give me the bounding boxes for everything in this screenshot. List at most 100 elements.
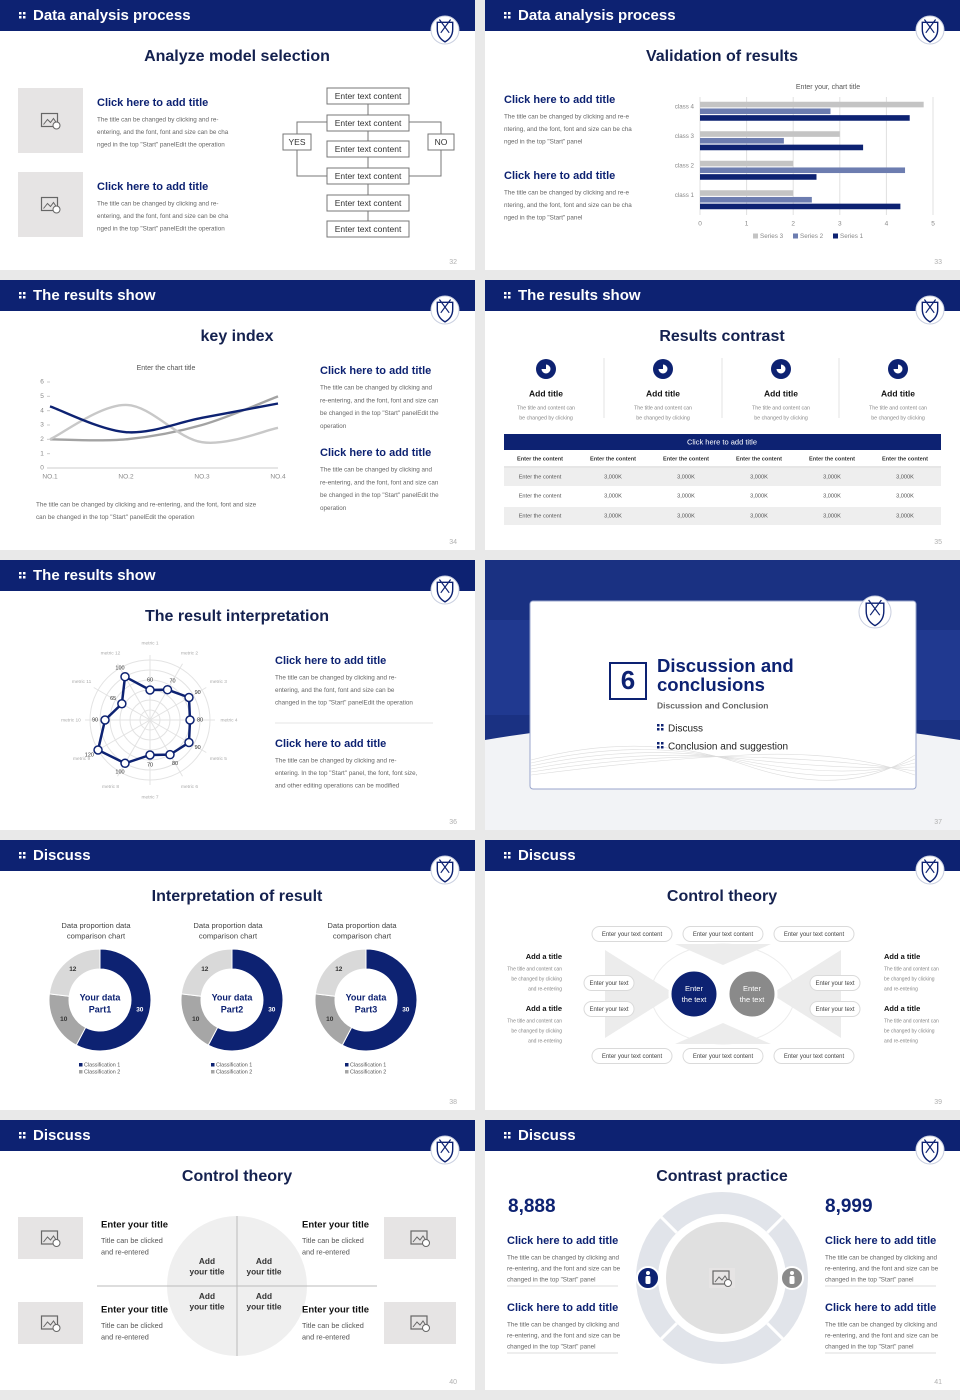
text: 3,000K: [896, 493, 914, 499]
text: Enter your text content: [784, 1054, 845, 1060]
text: be changed by clicking: [871, 415, 925, 421]
header-bar: [0, 840, 475, 871]
bar: [700, 190, 794, 196]
text: re-entering, and the font and size can b…: [825, 1333, 939, 1340]
text: entering, and the font, font and size ca…: [275, 687, 395, 694]
text: Part2: [221, 1004, 244, 1014]
text: the text: [682, 995, 708, 1004]
text: The results show: [33, 567, 156, 584]
text: Discuss: [33, 1127, 91, 1144]
text: be changed by clicking: [519, 415, 573, 421]
text: 10: [326, 1016, 334, 1023]
bullet-icon: [508, 856, 511, 859]
text: key index: [201, 328, 274, 345]
text: Click here to add title: [504, 94, 615, 106]
donut-segment: [180, 948, 233, 997]
text: 100: [115, 769, 124, 775]
text: 10: [60, 1016, 68, 1023]
legend-swatch: [793, 233, 798, 239]
table-row-bg: [504, 468, 941, 486]
text: Enter your text: [815, 981, 854, 987]
text: 4: [885, 221, 889, 228]
text: metric 3: [210, 679, 227, 685]
text: re-entering, and the font and size can b…: [825, 1266, 939, 1273]
text: your title: [246, 1302, 281, 1312]
text: and re-entering: [884, 1038, 918, 1044]
text: The title can be changed by clicking and…: [504, 190, 629, 197]
text: The title can be changed by clicking and: [320, 467, 433, 474]
text: 3,000K: [823, 493, 841, 499]
text: class 4: [675, 103, 695, 110]
text: 65: [110, 696, 116, 702]
radar-point: [162, 684, 173, 695]
text: 1: [745, 221, 749, 228]
bullet-icon: [19, 1136, 22, 1139]
text: 41: [934, 1379, 942, 1386]
bullet-icon: [504, 852, 507, 855]
text: Click here to add title: [825, 1235, 936, 1247]
text: re-entering, and the font and size can b…: [507, 1266, 621, 1273]
bullet-icon: [23, 856, 26, 859]
text: and re-entering: [528, 986, 562, 992]
text: Add: [199, 1256, 215, 1266]
text: 12: [335, 966, 343, 973]
text: ntering, and the font, font and size can…: [504, 126, 632, 133]
text: The results show: [33, 287, 156, 304]
text: class 2: [675, 162, 695, 169]
header-bar: [485, 0, 960, 31]
text: ntering, and the font, font and size can…: [504, 202, 632, 209]
bullet-icon: [23, 292, 26, 295]
text: Title can be clicked: [101, 1236, 163, 1245]
text: The title can be changed by clicking and…: [504, 114, 629, 121]
building: [916, 630, 960, 720]
pill: [583, 975, 635, 991]
text: The title can be changed by clicking and…: [275, 675, 396, 682]
text: metric 10: [61, 717, 81, 723]
bullet-icon: [23, 12, 26, 15]
text: 3,000K: [677, 474, 695, 480]
text: and re-entered: [101, 1247, 149, 1256]
logo: [923, 19, 937, 34]
text: The title and content can: [869, 405, 927, 411]
text: Click here to add title: [275, 738, 386, 750]
text: Data proportion data: [61, 921, 131, 930]
text: Discuss: [518, 1127, 576, 1144]
text: The title can be changed by clicking and…: [97, 117, 218, 124]
radar-point: [165, 749, 175, 760]
text: 90: [92, 717, 98, 723]
spoke: [93, 719, 151, 753]
text: 40: [449, 1379, 457, 1386]
wave: [530, 754, 916, 770]
radar-point: [145, 685, 155, 695]
text: YES: [288, 137, 305, 147]
text: be changed by clicking: [884, 1028, 935, 1034]
slide: Discuss Interpretation of result Data prop…: [0, 840, 475, 1110]
slide: The results show key index Enter the chart…: [0, 280, 475, 550]
image-icon: [52, 1239, 61, 1247]
text: 100: [115, 665, 124, 671]
text: 32: [449, 259, 457, 266]
text: Discussion and: [657, 655, 794, 676]
text: comparison chart: [199, 932, 258, 941]
text: Validation of results: [646, 48, 798, 65]
logo: [923, 859, 937, 874]
header-bar: [0, 1120, 475, 1151]
text: 36: [449, 819, 457, 826]
text: be changed by clicking: [636, 415, 690, 421]
text: metric 4: [220, 717, 237, 723]
text: be changed in the top "Start" panelEdit …: [320, 492, 439, 499]
logo: [921, 1141, 939, 1163]
logo: [438, 1139, 452, 1154]
text: 10: [192, 1016, 200, 1023]
image-icon: [410, 1230, 428, 1245]
text: re-entering, and the font, font and size…: [320, 479, 439, 486]
radar-point: [184, 692, 194, 703]
slide: Data analysis process Analyze model selec…: [0, 0, 475, 270]
image-icon: [714, 1275, 730, 1283]
person-icon: [646, 1271, 650, 1275]
image-placeholder: [384, 1217, 456, 1259]
legend-swatch: [79, 1063, 83, 1067]
image-placeholder: [18, 1217, 83, 1259]
text: Enter the content: [519, 474, 562, 480]
header-bar: [485, 840, 960, 871]
